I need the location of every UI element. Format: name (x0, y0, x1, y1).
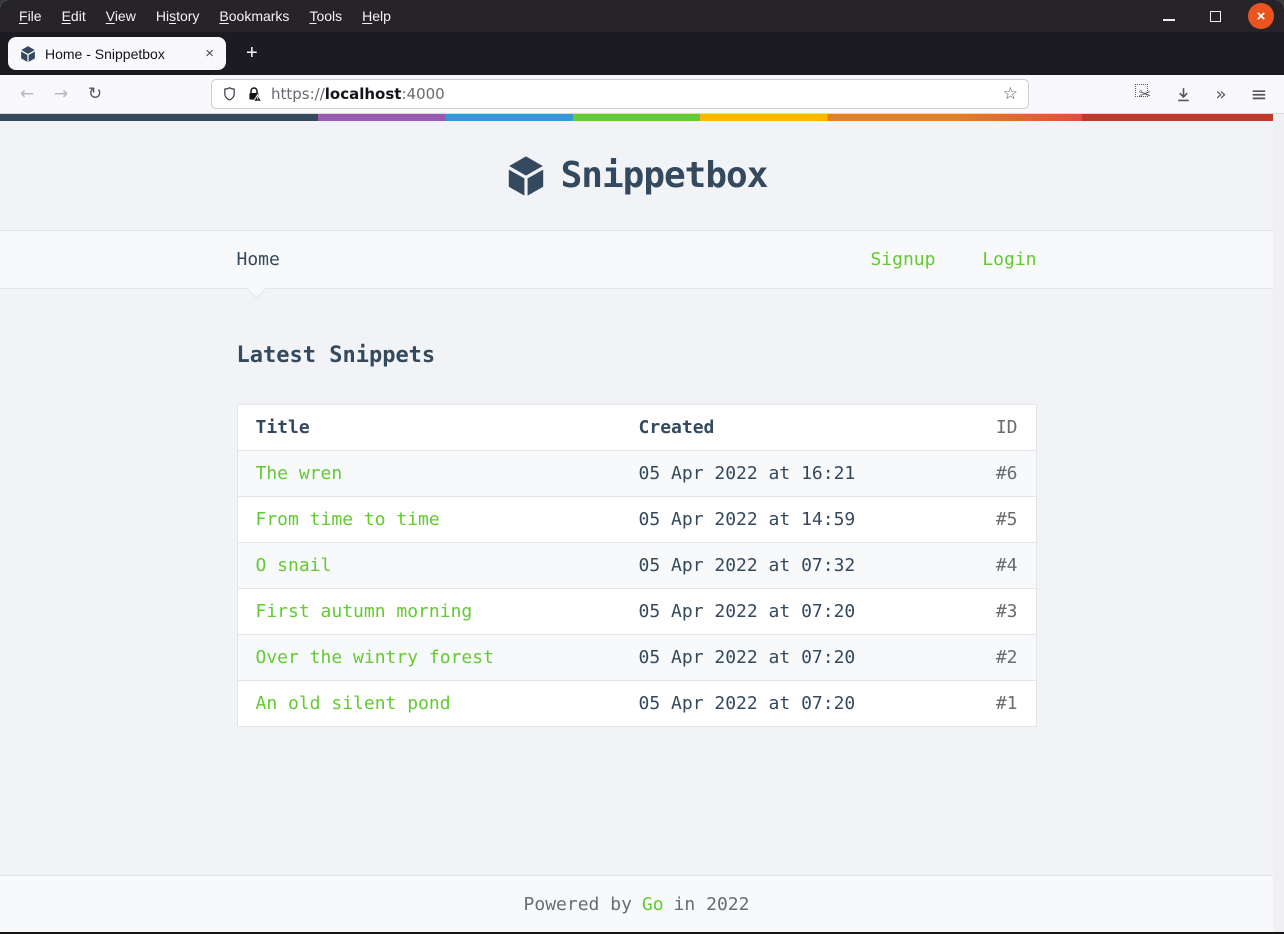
menu-bookmarks[interactable]: Bookmarks (219, 8, 290, 24)
snippets-table-body: The wren 05 Apr 2022 at 16:21 #6 From time … (237, 450, 1036, 727)
downloads-button[interactable] (1172, 83, 1194, 105)
site-footer: Powered by Go in 2022 (0, 875, 1273, 932)
column-header-id: ID (995, 417, 1018, 438)
snippet-id: #5 (995, 509, 1018, 530)
snippet-created: 05 Apr 2022 at 07:20 (638, 601, 856, 622)
toolbar-right-icons: ✂ » ≡ (1134, 82, 1274, 106)
snippet-id: #1 (995, 693, 1018, 714)
snippet-created: 05 Apr 2022 at 07:20 (638, 647, 856, 668)
close-icon: × (1256, 7, 1266, 25)
menu-edit[interactable]: Edit (61, 8, 86, 24)
snippet-link[interactable]: O snail (255, 555, 332, 576)
page-title: Latest Snippets (236, 343, 436, 368)
header-gradient-stripe (0, 114, 1273, 121)
snippet-id: #4 (995, 555, 1018, 576)
site-title: Snippetbox (560, 155, 769, 196)
menu-help[interactable]: Help (362, 8, 391, 24)
menu-view[interactable]: View (105, 8, 136, 24)
screenshot-icon: ✂ (1138, 85, 1152, 103)
minimize-icon (1163, 19, 1175, 21)
table-row: First autumn morning 05 Apr 2022 at 07:20… (237, 589, 1036, 635)
reload-icon: ↻ (87, 84, 103, 104)
screenshot-frame (1135, 84, 1148, 97)
menu-history[interactable]: History (155, 8, 200, 24)
table-row: The wren 05 Apr 2022 at 16:21 #6 (237, 450, 1036, 497)
menu-tools[interactable]: Tools (309, 8, 343, 24)
footer-text-suffix: in 2022 (673, 893, 750, 915)
site-nav: Home Signup Login (0, 231, 1273, 299)
snippet-created: 05 Apr 2022 at 07:32 (638, 555, 856, 576)
snippet-link[interactable]: Over the wintry forest (255, 647, 494, 668)
app-menu-button[interactable]: ≡ (1248, 82, 1270, 106)
overflow-chevrons-icon: » (1215, 83, 1227, 105)
minimize-button[interactable] (1156, 3, 1182, 29)
snippet-created: 05 Apr 2022 at 14:59 (638, 509, 856, 530)
url-text[interactable]: https://localhost:4000 (271, 85, 445, 103)
snippet-id: #3 (995, 601, 1018, 622)
url-host: localhost (324, 85, 402, 103)
tab-close-icon[interactable]: × (205, 45, 214, 62)
table-row: An old silent pond 05 Apr 2022 at 07:20 #1 (237, 681, 1036, 727)
menubar: File Edit View History Bookmarks Tools Help × (0, 0, 1284, 32)
snippet-link[interactable]: An old silent pond (255, 693, 451, 714)
menu-items: File Edit View History Bookmarks Tools Help (9, 8, 401, 24)
snippet-link[interactable]: First autumn morning (255, 601, 473, 622)
column-header-created: Created (638, 417, 715, 438)
bookmark-star-icon[interactable]: ☆ (1002, 84, 1018, 104)
footer-text-prefix: Powered by (523, 893, 632, 915)
nav-item-login[interactable]: Login (982, 249, 1037, 270)
nav-right: Signup Login (834, 249, 1036, 270)
main-content: Latest Snippets Title Created ID The wre… (0, 289, 1273, 875)
table-row: From time to time 05 Apr 2022 at 14:59 #5 (237, 497, 1036, 543)
table-row: O snail 05 Apr 2022 at 07:32 #4 (237, 542, 1036, 589)
column-header-title: Title (255, 417, 310, 438)
maximize-button[interactable] (1202, 3, 1228, 29)
snippetbox-favicon-icon (21, 45, 35, 62)
forward-icon: → (53, 84, 69, 104)
brand-link[interactable]: Snippetbox (506, 155, 768, 196)
download-icon (1177, 87, 1189, 101)
tab-title: Home - Snippetbox (45, 45, 165, 62)
browser-viewport: Snippetbox Home Signup Login Latest Snip… (0, 114, 1284, 932)
tab-home-snippetbox[interactable]: Home - Snippetbox × (8, 37, 226, 70)
overflow-menu-button[interactable]: » (1210, 83, 1232, 105)
new-tab-button[interactable]: + (246, 42, 258, 64)
snippets-table: Title Created ID The wren 05 Apr 2022 at … (236, 404, 1037, 727)
snippetbox-logo-icon (508, 155, 543, 196)
snippet-id: #2 (995, 647, 1018, 668)
nav-item-signup[interactable]: Signup (870, 249, 936, 270)
tab-bar: Home - Snippetbox × + (0, 32, 1284, 75)
hamburger-menu-icon: ≡ (1250, 82, 1268, 106)
vertical-scrollbar[interactable] (1273, 114, 1284, 932)
table-header-row: Title Created ID (237, 405, 1036, 451)
footer-go-link[interactable]: Go (641, 893, 664, 915)
snippet-id: #6 (995, 463, 1018, 484)
lock-warning-icon[interactable] (246, 86, 262, 102)
menu-file[interactable]: File (19, 8, 42, 24)
site-header: Snippetbox (0, 121, 1273, 231)
close-button[interactable]: × (1248, 3, 1274, 29)
forward-button[interactable]: → (44, 79, 78, 109)
back-icon: ← (19, 84, 35, 104)
webpage: Snippetbox Home Signup Login Latest Snip… (0, 114, 1273, 932)
window-controls: × (1156, 3, 1274, 29)
reload-button[interactable]: ↻ (78, 79, 112, 109)
maximize-icon (1209, 10, 1221, 22)
url-bar[interactable]: https://localhost:4000 ☆ (211, 79, 1029, 109)
snippet-created: 05 Apr 2022 at 16:21 (638, 463, 856, 484)
tracking-shield-icon[interactable] (222, 86, 237, 102)
back-button[interactable]: ← (10, 79, 44, 109)
nav-left: Home (237, 249, 280, 270)
snippet-created: 05 Apr 2022 at 07:20 (638, 693, 856, 714)
navigation-toolbar: ← → ↻ https://localhost:4000 ☆ ✂ (0, 75, 1284, 114)
snippet-link[interactable]: The wren (255, 463, 343, 484)
snippet-link[interactable]: From time to time (255, 509, 440, 530)
screenshot-button[interactable]: ✂ (1134, 83, 1156, 105)
table-row: Over the wintry forest 05 Apr 2022 at 07:… (237, 634, 1036, 681)
nav-item-home[interactable]: Home (236, 249, 280, 270)
